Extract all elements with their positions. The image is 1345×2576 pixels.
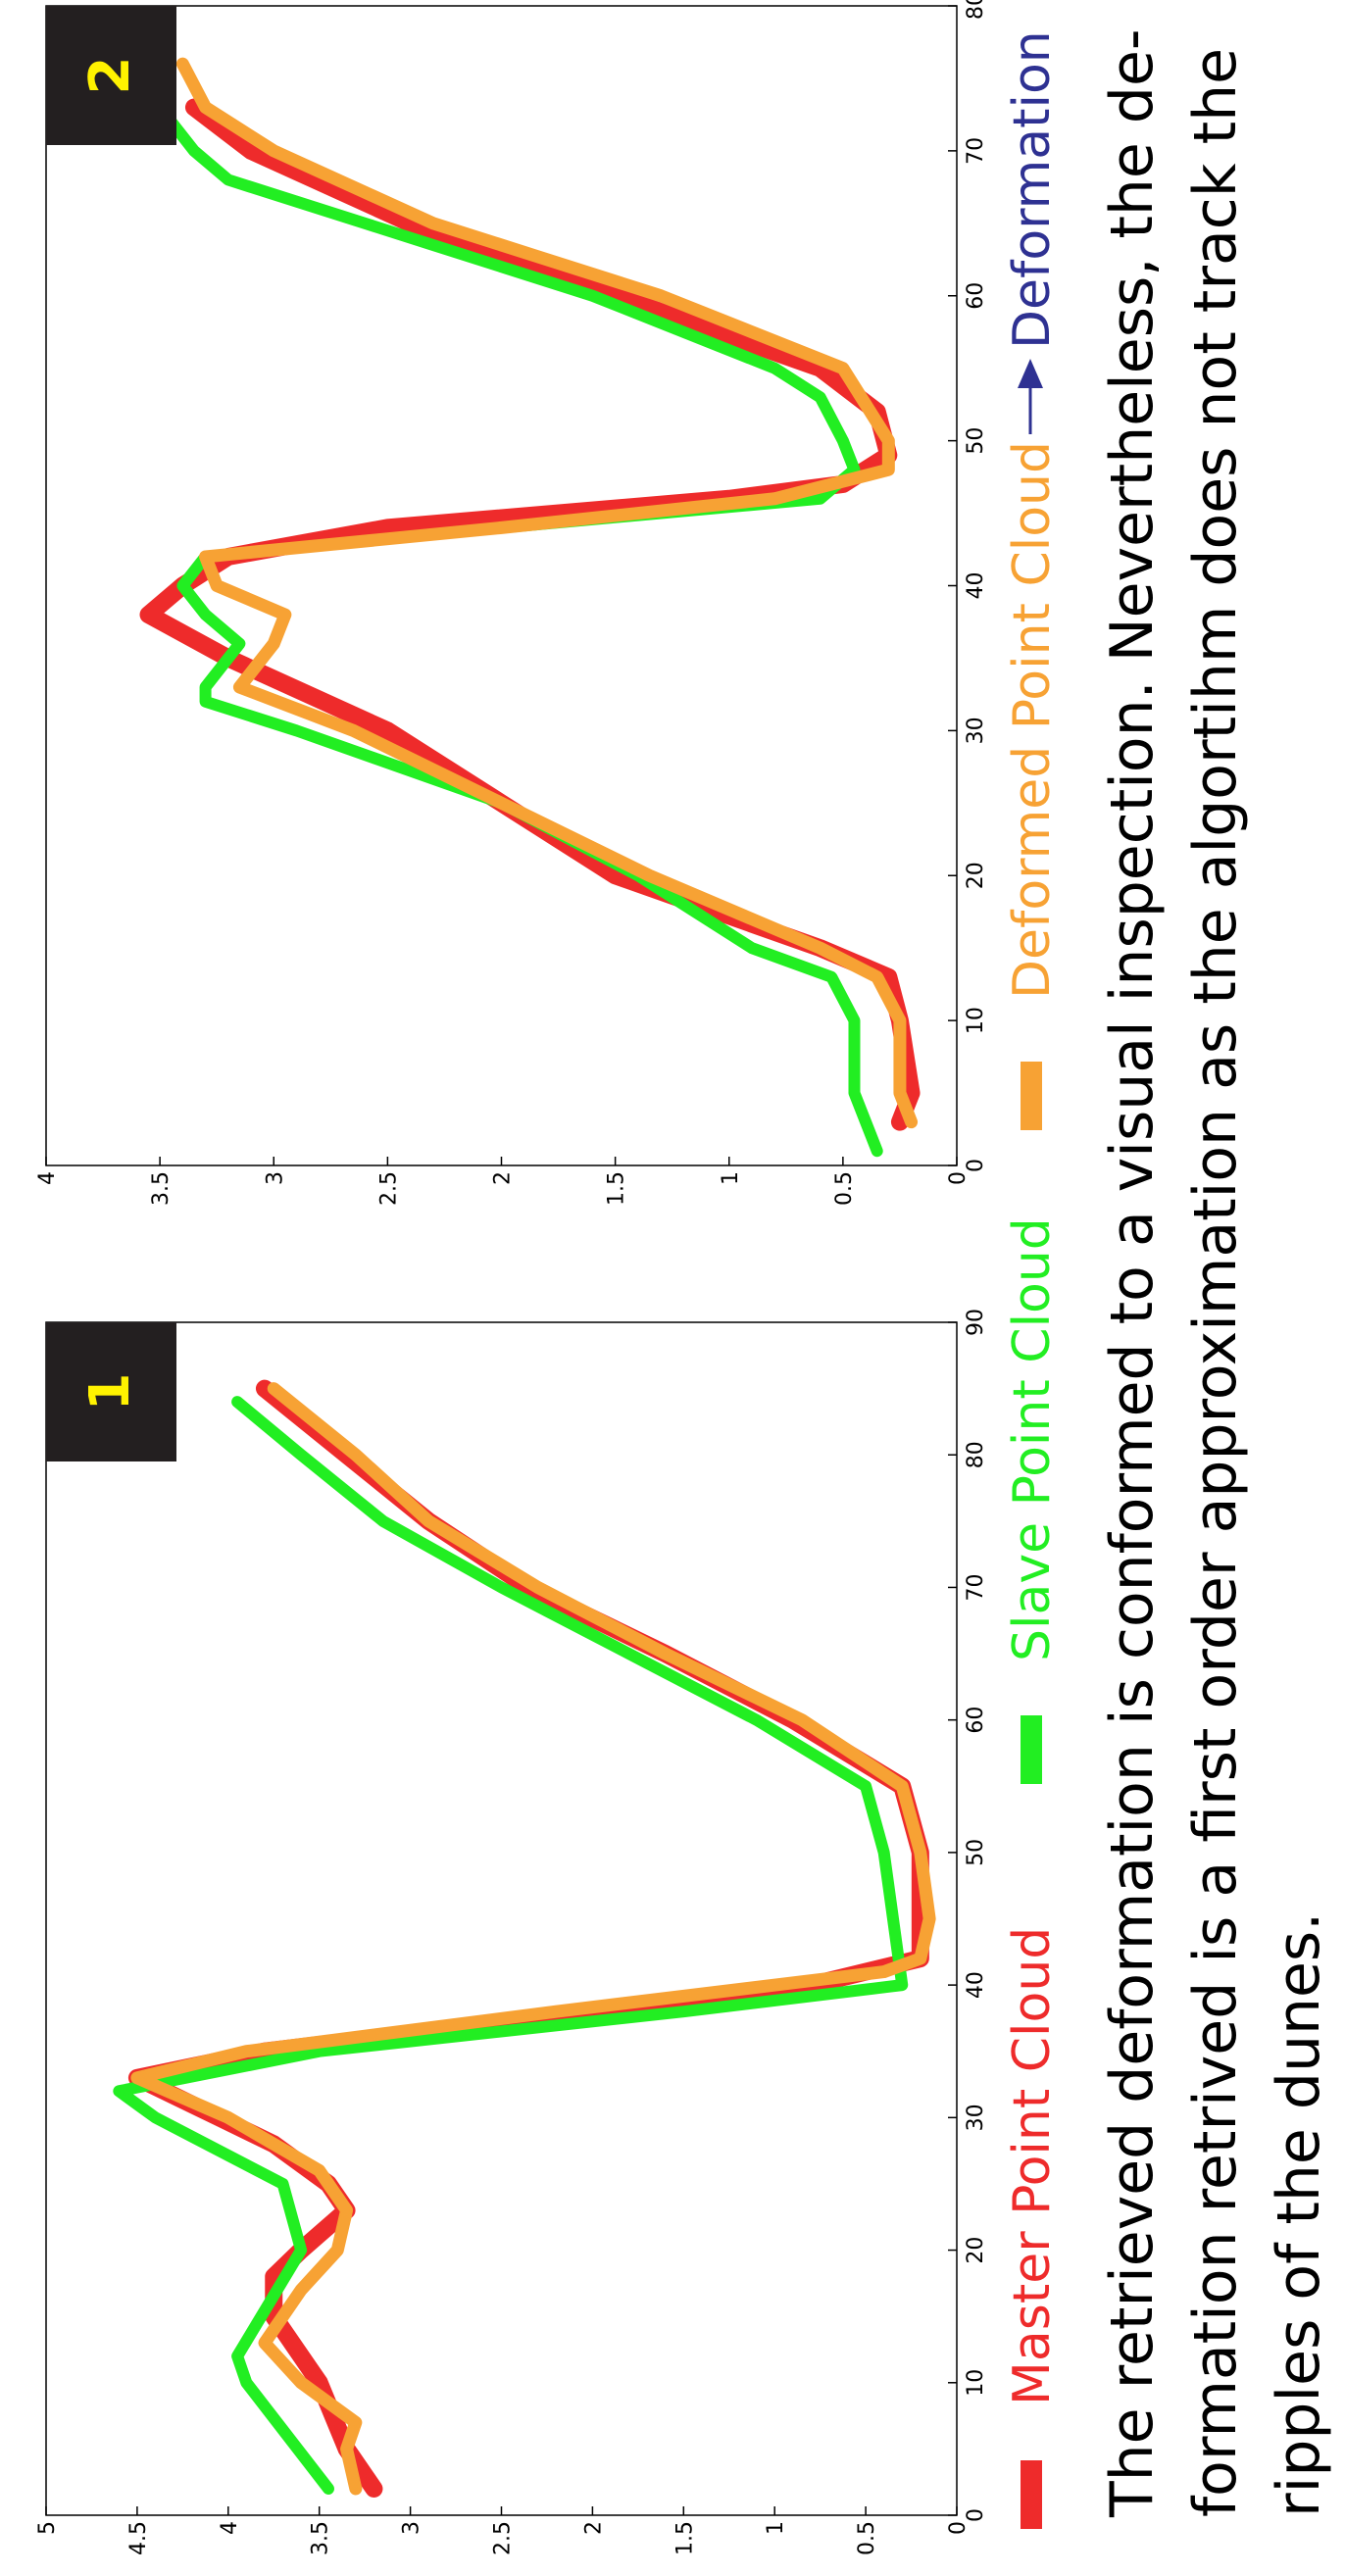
badge bbox=[46, 1322, 176, 1461]
legend-swatch bbox=[1021, 2460, 1042, 2529]
x-tick-label: 20 bbox=[964, 2237, 988, 2264]
y-tick-label: 3 bbox=[400, 2521, 424, 2535]
x-tick-label: 50 bbox=[964, 427, 988, 455]
x-tick-label: 30 bbox=[964, 2104, 988, 2131]
x-tick-label: 60 bbox=[964, 282, 988, 310]
legend-arrowhead bbox=[1018, 359, 1043, 388]
y-tick-label: 3.5 bbox=[309, 2521, 333, 2555]
x-tick-label: 40 bbox=[964, 1971, 988, 1999]
legend-label: Master Point Cloud bbox=[1003, 1927, 1062, 2405]
y-tick-label: 1 bbox=[719, 1171, 743, 1185]
x-tick-label: 40 bbox=[964, 572, 988, 600]
x-tick-label: 70 bbox=[964, 1573, 988, 1601]
x-tick-label: 10 bbox=[964, 2369, 988, 2397]
legend-label: Slave Point Cloud bbox=[1003, 1217, 1062, 1661]
y-tick-label: 0.5 bbox=[832, 1171, 857, 1206]
series-line bbox=[130, 1382, 936, 2496]
x-tick-label: 90 bbox=[964, 1309, 988, 1336]
x-tick-label: 60 bbox=[964, 1707, 988, 1734]
y-tick-label: 2 bbox=[581, 2521, 606, 2535]
y-tick-label: 1 bbox=[764, 2521, 788, 2535]
plot-area bbox=[45, 1321, 958, 2516]
badge bbox=[46, 6, 176, 145]
legend-swatch bbox=[1021, 1715, 1042, 1784]
badge-label: 2 bbox=[78, 57, 142, 95]
badge-label: 1 bbox=[78, 1373, 142, 1412]
legend-swatch bbox=[1021, 1062, 1042, 1130]
x-tick-label: 0 bbox=[964, 1159, 988, 1172]
y-tick-label: 4 bbox=[218, 2521, 242, 2535]
x-tick-label: 70 bbox=[964, 137, 988, 165]
y-tick-label: 0 bbox=[946, 1171, 971, 1185]
series-line bbox=[113, 1396, 909, 2495]
caption-line: The retrieved deformation is conformed t… bbox=[1098, 28, 1167, 2518]
x-tick-label: 10 bbox=[964, 1007, 988, 1034]
y-tick-label: 2.5 bbox=[376, 1171, 401, 1206]
y-tick-label: 5 bbox=[35, 2521, 60, 2535]
y-tick-label: 2.5 bbox=[491, 2521, 516, 2555]
legend-label: Deformation bbox=[1003, 30, 1062, 349]
caption-line: ripples of the dunes. bbox=[1265, 1912, 1333, 2517]
y-tick-label: 0.5 bbox=[855, 2521, 879, 2555]
series-line bbox=[175, 57, 919, 1129]
x-tick-label: 80 bbox=[964, 1441, 988, 1468]
y-tick-label: 1.5 bbox=[605, 1171, 629, 1206]
x-tick-label: 50 bbox=[964, 1839, 988, 1866]
x-tick-label: 20 bbox=[964, 862, 988, 889]
y-tick-label: 2 bbox=[491, 1171, 516, 1185]
caption-line: formation retrived is a first order appr… bbox=[1181, 48, 1250, 2517]
x-tick-label: 0 bbox=[964, 2508, 988, 2522]
y-tick-label: 0 bbox=[946, 2521, 971, 2535]
x-tick-label: 80 bbox=[964, 0, 988, 20]
y-tick-label: 4.5 bbox=[126, 2521, 151, 2555]
series-line bbox=[154, 101, 883, 1158]
y-tick-label: 3 bbox=[263, 1171, 287, 1185]
y-tick-label: 1.5 bbox=[672, 2521, 697, 2555]
y-tick-label: 4 bbox=[35, 1171, 60, 1185]
legend-label: Deformed Point Cloud bbox=[1003, 441, 1062, 999]
y-tick-label: 3.5 bbox=[149, 1171, 174, 1206]
x-tick-label: 30 bbox=[964, 717, 988, 744]
